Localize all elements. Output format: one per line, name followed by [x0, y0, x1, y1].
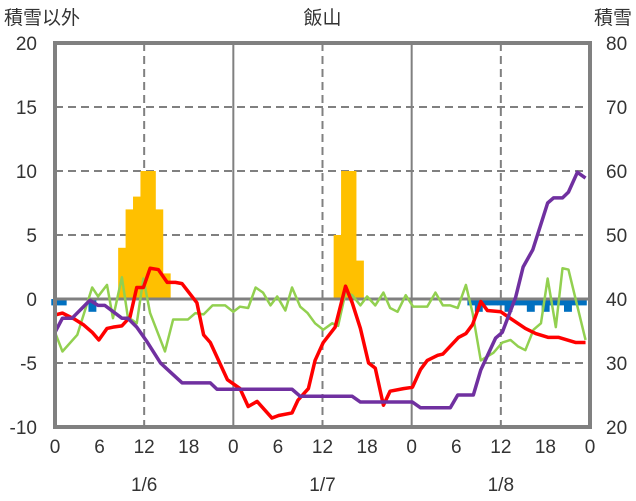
snowfall-change-bar: [489, 299, 498, 306]
y-left-title: 積雪以外: [4, 7, 80, 29]
y-left-tick-label: -5: [20, 354, 37, 375]
snowfall-change-bar: [88, 299, 97, 312]
x-tick-label: 0: [228, 437, 239, 458]
x-tick-label: 12: [490, 437, 511, 458]
snowfall-change-bar: [482, 299, 491, 306]
x-tick-label: 18: [357, 437, 378, 458]
precipitation-bar: [147, 171, 156, 299]
date-label: 1/8: [488, 475, 514, 496]
y-right-tick-label: 30: [606, 354, 627, 375]
x-tick-label: 18: [535, 437, 556, 458]
precipitation-bar: [333, 235, 342, 299]
x-tick-label: 0: [585, 437, 596, 458]
x-tick-label: 6: [273, 437, 284, 458]
snowfall-change-bar: [467, 299, 476, 306]
green-series-line: [53, 267, 587, 362]
y-right-tick-label: 40: [606, 290, 627, 311]
precipitation-bar: [140, 171, 149, 299]
y-left-tick-label: 20: [16, 34, 37, 55]
plot-border: [53, 41, 592, 429]
precipitation-bar: [348, 171, 357, 299]
precipitation-bar: [118, 247, 127, 299]
snowfall-change-bar: [497, 299, 506, 306]
x-tick-label: 12: [134, 437, 155, 458]
snowfall-change-bar: [549, 299, 558, 306]
snowfall-change-bar: [541, 299, 550, 312]
y-left-tick-label: 15: [16, 98, 37, 119]
y-left-tick-label: 10: [16, 162, 37, 183]
snowfall-change-bar: [556, 299, 565, 306]
date-label: 1/7: [309, 475, 335, 496]
temperature-line: [54, 266, 586, 420]
y-right-tick-label: 70: [606, 98, 627, 119]
x-tick-label: 0: [50, 437, 61, 458]
x-tick-label: 12: [312, 437, 333, 458]
y-left-tick-label: -10: [10, 418, 37, 439]
snowfall-change-bar: [578, 299, 587, 306]
snowfall-change-bar: [534, 299, 543, 306]
y-right-title: 積雪: [594, 7, 632, 29]
snow-depth-line: [53, 170, 587, 410]
precipitation-bar: [133, 196, 141, 299]
snowfall-change-bar: [58, 299, 67, 306]
y-right-tick-label: 50: [606, 226, 627, 247]
snowfall-change-bar: [504, 299, 513, 312]
precipitation-bar: [162, 273, 171, 299]
snowfall-change-bar: [526, 299, 535, 312]
snowfall-change-bar: [563, 299, 572, 312]
precipitation-bar: [155, 209, 164, 299]
y-left-tick-label: 0: [26, 290, 37, 311]
snowfall-change-bar: [511, 299, 520, 306]
x-tick-label: 6: [94, 437, 105, 458]
chart-title: 飯山: [303, 7, 341, 29]
snowfall-change-bar: [519, 299, 528, 306]
y-right-tick-label: 80: [606, 34, 627, 55]
y-left-tick-label: 5: [26, 226, 37, 247]
x-tick-label: 18: [178, 437, 199, 458]
x-tick-label: 0: [406, 437, 417, 458]
precipitation-bar: [341, 171, 350, 299]
precipitation-bar: [125, 209, 134, 299]
y-right-tick-label: 60: [606, 162, 627, 183]
precipitation-bar: [355, 260, 364, 299]
date-label: 1/6: [131, 475, 157, 496]
y-right-tick-label: 20: [606, 418, 627, 439]
x-tick-label: 6: [451, 437, 462, 458]
